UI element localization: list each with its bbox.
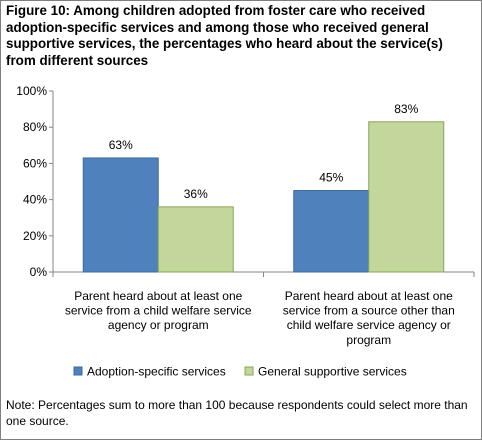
legend-entry: General supportive services	[258, 365, 407, 379]
y-tick-label: 20%	[23, 229, 47, 243]
chart-title: Figure 10: Among children adopted from f…	[6, 3, 443, 68]
data-label: 36%	[184, 187, 208, 201]
x-category-label: Parent heard about at least one	[74, 289, 242, 303]
data-label: 83%	[394, 102, 418, 116]
legend-swatch	[244, 366, 254, 376]
y-tick-label: 100%	[16, 84, 47, 98]
y-tick-label: 0%	[30, 265, 48, 279]
x-category-label: service from a source other than	[283, 304, 455, 318]
data-label: 63%	[109, 138, 133, 152]
y-tick-label: 60%	[23, 156, 47, 170]
legend-entry: Adoption-specific services	[87, 365, 226, 379]
data-label: 45%	[319, 171, 343, 185]
bar	[157, 206, 234, 273]
y-tick-label: 80%	[23, 120, 47, 134]
bar	[368, 121, 445, 273]
y-tick-label: 40%	[23, 193, 47, 207]
x-category-label: Parent heard about at least one	[285, 289, 453, 303]
x-category-label: service from a child welfare service	[65, 304, 252, 318]
legend-swatch	[73, 366, 83, 376]
bar	[82, 157, 159, 273]
x-category-label: child welfare service agency or	[287, 318, 451, 332]
bar	[293, 190, 370, 273]
chart-note: Note: Percentages sum to more than 100 b…	[6, 398, 468, 428]
x-category-label: program	[346, 333, 391, 347]
x-category-label: agency or program	[108, 318, 209, 332]
